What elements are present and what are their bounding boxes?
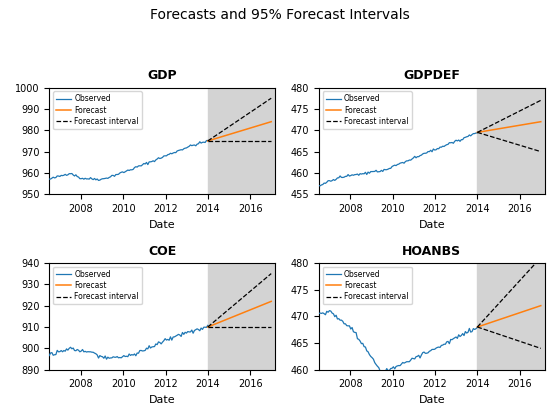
- Text: Forecasts and 95% Forecast Intervals: Forecasts and 95% Forecast Intervals: [150, 8, 410, 22]
- Bar: [477, 87, 545, 194]
- X-axis label: Date: Date: [149, 220, 176, 230]
- Legend: Observed, Forecast, Forecast interval: Observed, Forecast, Forecast interval: [53, 92, 142, 129]
- Title: HOANBS: HOANBS: [402, 244, 461, 257]
- Bar: [208, 263, 276, 370]
- Title: GDPDEF: GDPDEF: [403, 69, 460, 82]
- Legend: Observed, Forecast, Forecast interval: Observed, Forecast, Forecast interval: [323, 92, 412, 129]
- Bar: [477, 263, 545, 370]
- Title: COE: COE: [148, 244, 176, 257]
- X-axis label: Date: Date: [418, 220, 445, 230]
- X-axis label: Date: Date: [149, 395, 176, 405]
- Legend: Observed, Forecast, Forecast interval: Observed, Forecast, Forecast interval: [323, 267, 412, 304]
- X-axis label: Date: Date: [418, 395, 445, 405]
- Title: GDP: GDP: [147, 69, 177, 82]
- Legend: Observed, Forecast, Forecast interval: Observed, Forecast, Forecast interval: [53, 267, 142, 304]
- Bar: [208, 87, 276, 194]
